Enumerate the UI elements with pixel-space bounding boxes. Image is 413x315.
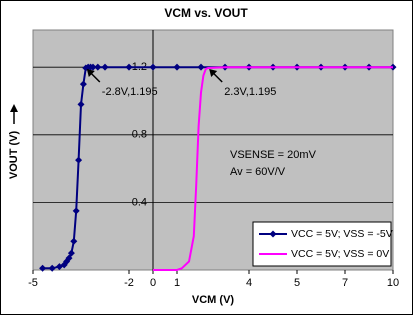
x-tick-label: -2 (124, 277, 134, 289)
marker (67, 249, 75, 257)
marker (48, 264, 56, 272)
annotation-arrowhead (209, 69, 218, 78)
annotation-text: Av = 60V/V (230, 166, 286, 178)
x-tick-label: 0 (150, 277, 156, 289)
legend-box (252, 221, 392, 267)
marker (101, 63, 109, 71)
marker (65, 254, 73, 262)
marker (75, 156, 83, 164)
x-tick-label: 1 (174, 277, 180, 289)
y-axis-arrowhead (10, 104, 18, 112)
annotation-text: -2.8V,1.195 (102, 86, 158, 98)
legend-label: VCC = 5V; VSS = 0V (291, 248, 389, 260)
x-tick-label: -5 (28, 277, 38, 289)
marker (94, 63, 102, 71)
marker (79, 80, 87, 88)
annotation-text: VSENSE = 20mV (230, 149, 317, 161)
marker (39, 264, 47, 272)
annotation-text: 2.3V,1.195 (224, 86, 276, 98)
legend-label: VCC = 5V; VSS = -5V (291, 228, 393, 240)
chart-title: VCM vs. VOUT (164, 6, 248, 20)
y-axis-label: VOUT (V) (8, 131, 20, 180)
marker (89, 63, 97, 71)
legend-marker (269, 230, 277, 238)
x-tick-label: 10 (387, 277, 399, 289)
marker (149, 63, 157, 71)
x-tick-label: 5 (294, 277, 300, 289)
annotation-arrowhead (86, 69, 95, 78)
marker (77, 100, 85, 108)
series-line (153, 66, 393, 271)
marker (70, 237, 78, 245)
x-axis-label: VCM (V) (192, 294, 235, 306)
marker (72, 207, 80, 215)
x-tick-label: 4 (246, 277, 252, 289)
x-tick-label: 7 (342, 277, 348, 289)
marker (197, 63, 205, 71)
y-tick-label: 0.4 (132, 196, 147, 208)
marker (125, 63, 133, 71)
marker (173, 63, 181, 71)
y-tick-label: 0.8 (132, 129, 147, 141)
